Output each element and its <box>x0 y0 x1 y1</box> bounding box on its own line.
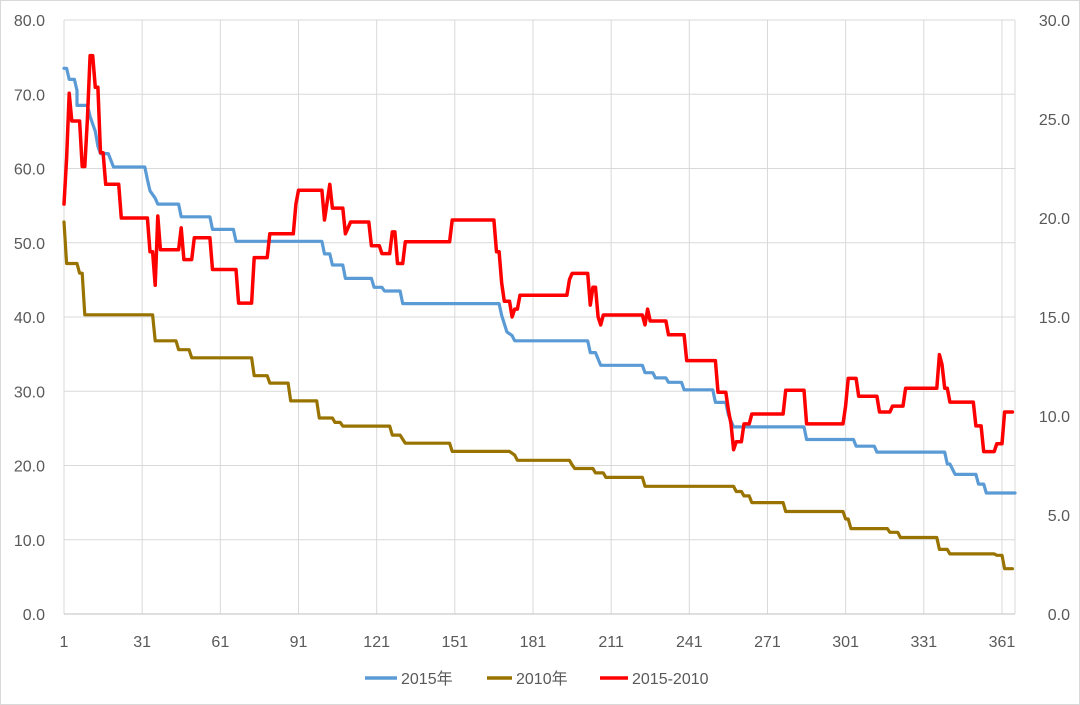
left-tick-label: 0.0 <box>23 607 45 624</box>
x-tick-label: 211 <box>598 634 624 651</box>
right-tick-label: 20.0 <box>1039 211 1070 228</box>
x-tick-label: 241 <box>676 634 703 651</box>
series-line-2 <box>62 220 1015 571</box>
left-tick-label: 70.0 <box>14 87 45 104</box>
left-tick-label: 30.0 <box>14 384 45 401</box>
x-tick-label: 31 <box>133 634 151 651</box>
x-tick-label: 121 <box>363 634 390 651</box>
x-tick-label: 271 <box>754 634 781 651</box>
series-line-1 <box>62 66 1017 495</box>
x-tick-label: 91 <box>290 634 308 651</box>
legend-label: 2010年 <box>516 670 568 688</box>
right-tick-label: 10.0 <box>1039 409 1070 426</box>
right-axis-ticks: 0.0 5.0 10.0 15.0 20.0 25.0 30.0 <box>1039 13 1070 624</box>
series-lines <box>62 53 1017 571</box>
legend: 2015年 2010年 2015-2010 <box>365 670 709 688</box>
left-tick-label: 40.0 <box>14 310 45 327</box>
series-line-3 <box>62 53 1015 454</box>
right-tick-label: 15.0 <box>1039 310 1070 327</box>
x-tick-label: 151 <box>441 634 468 651</box>
x-tick-label: 181 <box>520 634 547 651</box>
legend-label: 2015年 <box>401 670 453 688</box>
right-tick-label: 5.0 <box>1048 508 1070 525</box>
left-tick-label: 20.0 <box>14 459 45 476</box>
x-tick-label: 331 <box>910 634 937 651</box>
x-tick-label: 61 <box>211 634 229 651</box>
left-axis-ticks: 0.0 10.0 20.0 30.0 40.0 50.0 60.0 70.0 80.0 <box>14 13 45 624</box>
left-tick-label: 80.0 <box>14 13 45 30</box>
gridlines <box>63 19 1016 614</box>
right-tick-label: 25.0 <box>1039 112 1070 129</box>
right-tick-label: 30.0 <box>1039 13 1070 30</box>
x-tick-label: 361 <box>989 634 1016 651</box>
legend-label: 2015-2010 <box>632 671 709 688</box>
right-tick-label: 0.0 <box>1048 607 1070 624</box>
x-tick-label: 1 <box>60 634 69 651</box>
left-tick-label: 10.0 <box>14 533 45 550</box>
x-axis-ticks: 1 31 61 91 121 151 181 211 241 271 301 331 361 <box>60 634 1016 651</box>
left-tick-label: 50.0 <box>14 236 45 253</box>
x-tick-label: 301 <box>832 634 859 651</box>
left-tick-label: 60.0 <box>14 162 45 179</box>
